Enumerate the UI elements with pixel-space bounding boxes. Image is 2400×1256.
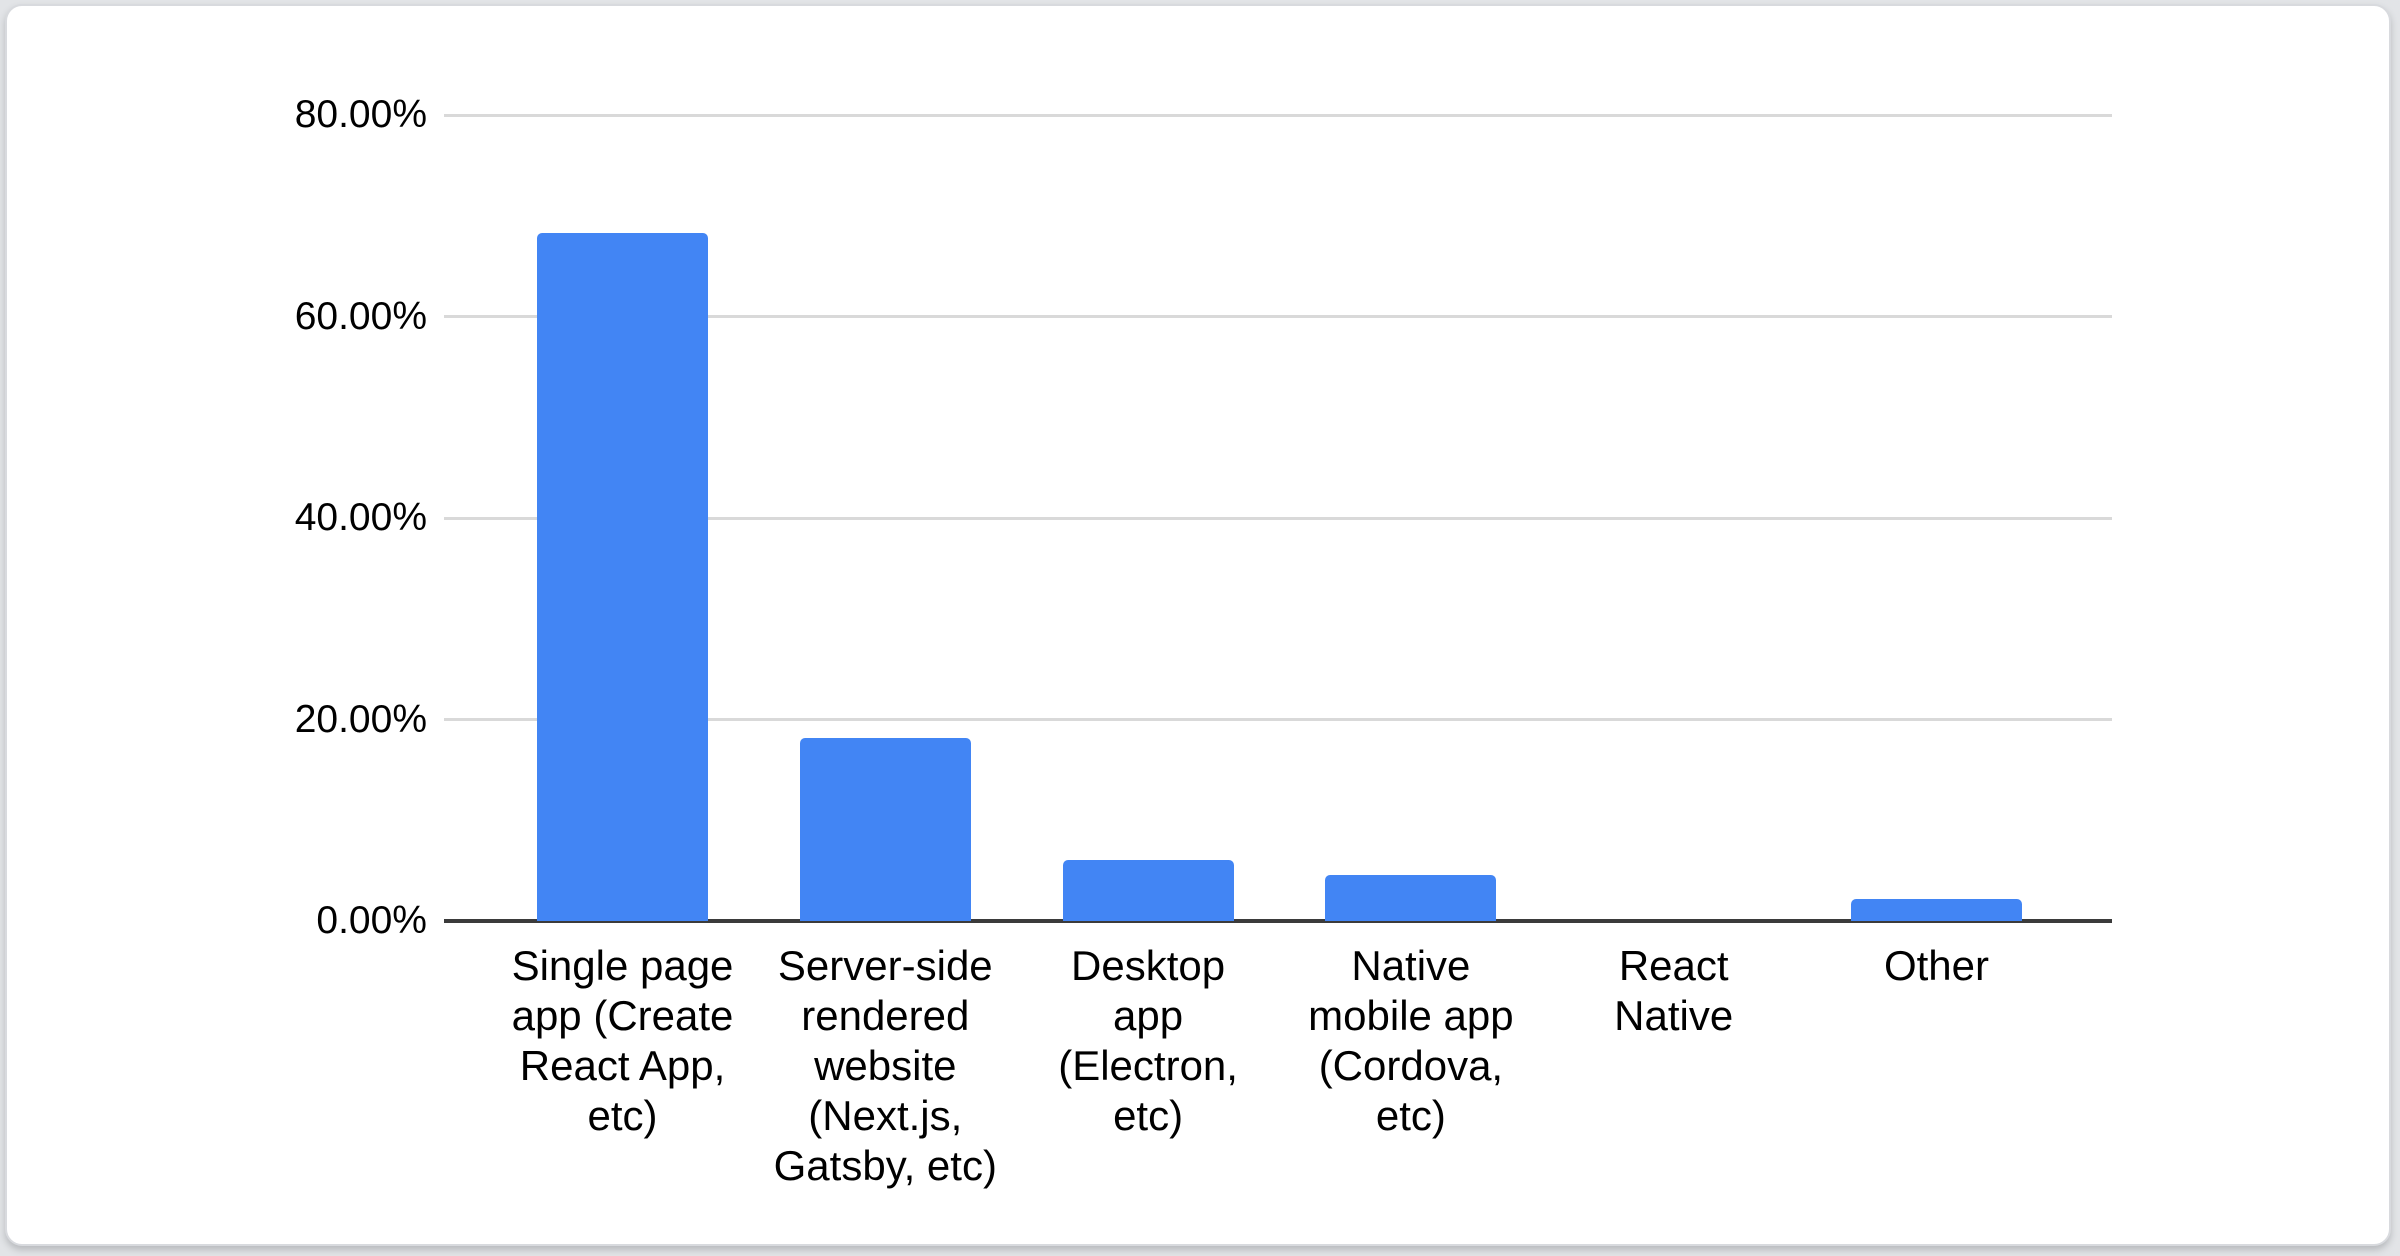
x-axis-label-line: Desktop (1071, 942, 1226, 989)
x-axis-label-server-side-rendered-website: Server-side rendered website (Next.js, Gatsb… (745, 941, 1025, 1191)
x-axis-label-line: etc) (1113, 1092, 1184, 1139)
y-axis-label-60-pct: 60.00% (294, 294, 427, 338)
x-axis-label-line: (Next.js, (808, 1092, 963, 1139)
bar-native-mobile-app (1325, 875, 1497, 921)
y-axis-label-80-pct: 80.00% (294, 93, 427, 136)
x-axis-label-line: (Electron, (1058, 1042, 1238, 1089)
x-axis-label-line: (Cordova, (1318, 1042, 1504, 1089)
x-axis-label-line: etc) (1375, 1092, 1446, 1139)
x-axis-label-line: etc) (587, 1092, 658, 1139)
x-axis-label-line: website (814, 1042, 957, 1089)
x-axis-label-line: Gatsby, etc) (773, 1142, 997, 1189)
x-axis-label-line: Single page (511, 942, 734, 989)
y-axis-label-40-pct: 40.00% (294, 496, 427, 539)
x-axis-label-line: Native (1614, 992, 1734, 1039)
bar-server-side-rendered-website (799, 738, 971, 921)
gridline-60-pct (444, 315, 2112, 318)
x-axis-label-single-page-app: Single page app (Create React App, etc) (483, 941, 763, 1141)
x-axis-label-line: app (1113, 992, 1184, 1039)
x-axis-label-line: mobile app (1308, 992, 1514, 1039)
x-axis-label-native-mobile-app: Native mobile app (Cordova, etc) (1271, 941, 1551, 1141)
x-axis-label-other: Other (1797, 941, 2077, 991)
x-axis-label-line: app (Create (511, 992, 734, 1039)
gridline-80-pct (444, 113, 2112, 117)
bar-single-page-app (537, 233, 708, 921)
bar-other (1851, 899, 2022, 921)
gridline-20-pct (444, 718, 2112, 721)
y-axis-label-20-pct: 20.00% (294, 697, 427, 741)
y-axis-label-0-pct: 0.00% (316, 899, 427, 942)
x-axis-label-line: Server-side (777, 942, 993, 989)
x-axis-baseline (444, 919, 2112, 923)
x-axis-label-desktop-app: Desktop app (Electron, etc) (1008, 941, 1288, 1141)
x-axis-label-line: React (1618, 942, 1729, 989)
x-axis-label-line: Native (1351, 942, 1471, 989)
bar-desktop-app (1062, 860, 1234, 921)
x-axis-label-line: rendered (801, 992, 970, 1039)
chart-card (5, 4, 2391, 1246)
gridline-40-pct (444, 516, 2112, 520)
x-axis-label-line: Other (1883, 942, 1990, 989)
x-axis-label-react-native: React Native (1534, 941, 1814, 1041)
x-axis-label-line: React App, (519, 1042, 726, 1089)
